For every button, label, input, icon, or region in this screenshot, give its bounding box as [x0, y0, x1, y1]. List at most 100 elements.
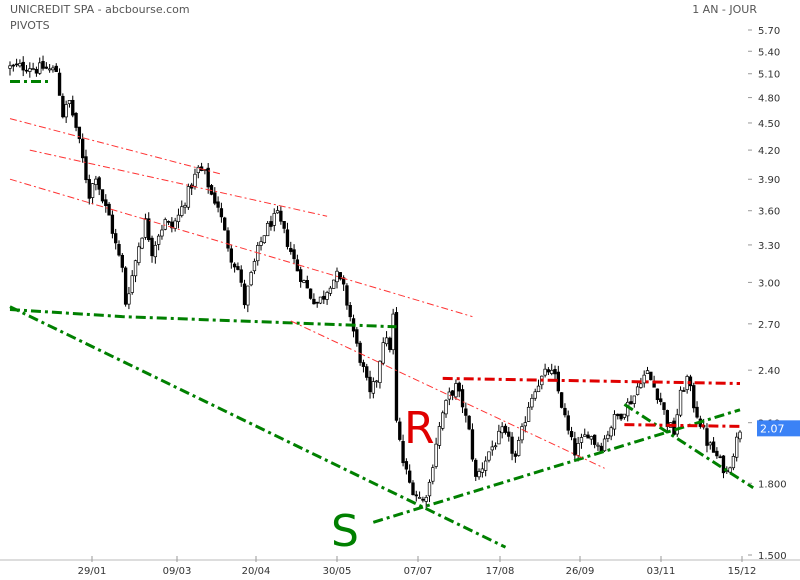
candle-body [721, 455, 726, 474]
candle-body [24, 69, 29, 72]
last-price-box [757, 420, 800, 437]
candle-body [450, 390, 455, 396]
candle-body [619, 413, 623, 420]
candle-body [477, 471, 481, 478]
candle-body [163, 219, 167, 230]
candle-body [183, 205, 187, 208]
candle-body [275, 210, 280, 214]
candle-body [11, 64, 15, 67]
y-tick-label: 5.10 [758, 70, 780, 81]
x-tick-label: 29/01 [78, 566, 107, 577]
candle-body [483, 460, 488, 471]
candle-body [401, 441, 405, 464]
candle-body [398, 421, 402, 440]
x-tick-label: 26/09 [566, 566, 595, 577]
candle-body [586, 434, 590, 439]
candle-body [143, 218, 148, 238]
candle-body [130, 275, 134, 293]
candle-body [332, 279, 336, 289]
candle-body [133, 260, 138, 277]
candle-body [672, 420, 676, 435]
candle-body [563, 407, 567, 416]
candle-body [312, 298, 316, 305]
candle-body [738, 431, 742, 440]
candle-body [520, 426, 524, 441]
candle-body [424, 496, 428, 502]
candle-body [140, 237, 144, 249]
candle-body [74, 113, 78, 128]
candle-body [47, 68, 52, 71]
y-tick-label: 3.00 [758, 278, 780, 289]
candle-body [731, 456, 736, 469]
candle-body [645, 370, 650, 374]
resistance-line [624, 423, 741, 428]
candle-body [18, 63, 22, 67]
candle-body [186, 186, 191, 208]
candle-body [381, 342, 385, 364]
candle-body [596, 444, 600, 447]
candle-body [437, 426, 442, 446]
candle-body [318, 296, 323, 304]
candle-body [160, 229, 164, 237]
candle-body [510, 436, 514, 454]
candle-body [503, 425, 508, 433]
x-tick-label: 09/03 [163, 566, 192, 577]
candle-body [480, 468, 485, 473]
candle-body [315, 301, 319, 304]
candle-body [378, 360, 382, 383]
candle-body [77, 126, 82, 140]
y-tick-label: 3.90 [758, 175, 780, 186]
candle-body [388, 337, 392, 350]
candle-body [156, 235, 161, 245]
candle-body [252, 261, 257, 272]
candle-body [97, 177, 101, 190]
candle-body [559, 392, 564, 408]
candle-body [649, 371, 653, 381]
y-tick-label: 3.60 [758, 207, 780, 218]
candle-body [120, 254, 124, 268]
candle-body [543, 368, 547, 376]
candle-body [530, 397, 534, 408]
candle-body [107, 203, 111, 216]
candle-body [345, 285, 349, 306]
candle-body [427, 481, 432, 497]
indicator-label: PIVOTS [10, 19, 50, 32]
candle-body [497, 430, 501, 445]
candle-body [384, 337, 389, 345]
candle-body [708, 442, 712, 446]
candle-body [226, 230, 230, 249]
candle-body [308, 288, 313, 299]
candle-body [493, 445, 498, 448]
candle-body [460, 389, 465, 408]
candle-body [589, 436, 594, 440]
candle-body [166, 220, 171, 223]
candle-body [579, 437, 584, 443]
candle-body [54, 65, 58, 72]
candle-body [411, 482, 415, 496]
candle-body [659, 398, 663, 402]
period-label: 1 AN - JOUR [692, 3, 757, 16]
last-price-value: 2.07 [760, 422, 785, 435]
candle-body [365, 366, 369, 378]
trend-lines [9, 80, 755, 549]
candle-body [71, 99, 75, 116]
y-tick-label: 4.20 [758, 146, 780, 157]
candle-body [232, 263, 237, 268]
x-tick-label: 03/11 [647, 566, 676, 577]
candle-body [629, 401, 633, 405]
candle-body [394, 312, 399, 421]
candle-body [117, 244, 121, 256]
candle-body [441, 412, 445, 429]
candle-body [444, 400, 448, 415]
candle-body [517, 440, 521, 456]
candle-body [51, 67, 55, 71]
candle-body [64, 104, 68, 118]
candle-body [114, 233, 118, 244]
candle-body [371, 381, 376, 394]
candle-body [553, 369, 557, 375]
candle-body [414, 494, 418, 497]
candle-body [368, 376, 372, 393]
x-tick-label: 15/12 [728, 566, 757, 577]
candle-body [421, 498, 425, 501]
